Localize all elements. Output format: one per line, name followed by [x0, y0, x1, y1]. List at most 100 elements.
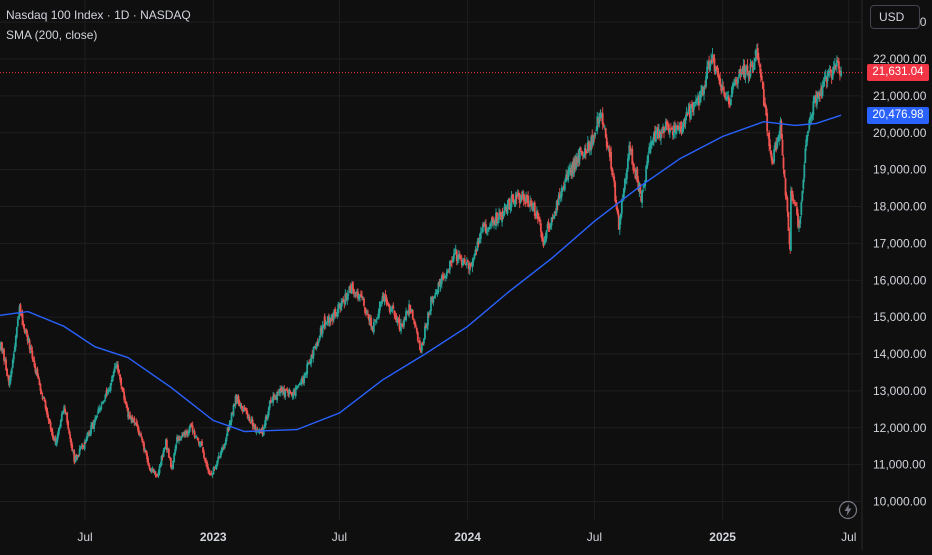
- candle-body: [402, 324, 404, 327]
- candle-body: [126, 404, 129, 409]
- candle-body: [36, 368, 39, 376]
- candle-body: [128, 414, 131, 416]
- candle-body: [381, 296, 384, 300]
- candle-body: [782, 157, 785, 169]
- currency-button[interactable]: USD: [870, 5, 920, 29]
- candle-body: [676, 126, 678, 131]
- candle-body: [259, 429, 262, 431]
- candle-body: [415, 327, 418, 332]
- candle-body: [102, 401, 105, 404]
- x-tick-label: Jul: [77, 530, 92, 544]
- candle-body: [11, 359, 14, 368]
- candle-body: [48, 420, 51, 423]
- candle-body: [226, 427, 229, 437]
- candle-body: [251, 419, 254, 427]
- candle-body: [439, 279, 442, 287]
- candle-body: [583, 147, 586, 156]
- candle-body: [157, 472, 160, 476]
- candle-body: [232, 404, 235, 416]
- candle-body: [290, 392, 293, 394]
- y-tick-label: 11,000.00: [873, 458, 926, 472]
- candle-body: [148, 465, 151, 469]
- candle-body: [243, 407, 246, 410]
- candle-body: [665, 121, 668, 125]
- candle-body: [593, 135, 596, 137]
- candle-body: [693, 102, 695, 110]
- candle-body: [796, 207, 798, 215]
- candle-body: [552, 215, 555, 218]
- candle-body: [435, 293, 438, 294]
- candle-body: [163, 447, 166, 450]
- symbol-title[interactable]: Nasdaq 100 Index · 1D · NASDAQ: [6, 8, 191, 22]
- candle-body: [811, 113, 814, 118]
- candle-body: [65, 412, 68, 414]
- candle-body: [374, 320, 377, 323]
- candle-body: [529, 200, 532, 207]
- candle-body: [199, 442, 201, 445]
- candle-body: [464, 264, 467, 266]
- candle-body: [596, 116, 599, 131]
- indicator-label[interactable]: SMA (200, close): [6, 28, 98, 42]
- candle-body: [235, 395, 238, 404]
- candle-body: [152, 468, 155, 473]
- candle-body: [281, 388, 284, 392]
- candle-body: [109, 383, 112, 391]
- candle-body: [106, 391, 109, 394]
- candle-body: [1, 342, 3, 351]
- candle-body: [836, 61, 839, 62]
- candle-body: [339, 303, 342, 309]
- candle-body: [261, 428, 264, 435]
- candle-body: [472, 259, 475, 263]
- candle-body: [752, 67, 755, 70]
- candle-body: [822, 81, 825, 86]
- candle-body: [139, 433, 141, 435]
- candle-body: [617, 215, 620, 230]
- candle-body: [582, 155, 585, 157]
- candle-body: [210, 473, 213, 475]
- candle-body: [395, 315, 398, 323]
- candle-body: [313, 346, 316, 348]
- candle-body: [734, 79, 736, 86]
- candle-body: [277, 391, 280, 393]
- candle-body: [690, 104, 693, 105]
- sma-line[interactable]: [0, 114, 842, 433]
- candle-body: [751, 65, 754, 68]
- candle-body: [318, 336, 321, 341]
- candle-body: [416, 332, 419, 341]
- candle-body: [245, 407, 248, 415]
- candle-body: [227, 427, 230, 431]
- candle-body: [773, 149, 776, 162]
- candle-body: [293, 390, 296, 395]
- candle-body: [377, 309, 380, 318]
- candle-body: [365, 310, 367, 313]
- candle-body: [681, 127, 684, 134]
- candle-body: [164, 439, 167, 446]
- candle-body: [189, 425, 192, 429]
- candle-body: [755, 50, 758, 56]
- candle-body: [120, 378, 123, 386]
- candle-body: [215, 464, 218, 467]
- candle-body: [486, 230, 489, 232]
- candle-body: [507, 199, 510, 206]
- y-tick-label: 17,000.00: [873, 236, 927, 250]
- candle-body: [682, 122, 685, 130]
- candle-body: [68, 429, 71, 434]
- candle-body: [147, 463, 150, 465]
- candle-body: [759, 68, 762, 78]
- candle-body: [347, 294, 350, 296]
- candle-body: [253, 425, 256, 429]
- candle-body: [381, 300, 383, 302]
- candle-body: [434, 292, 437, 296]
- candle-body: [391, 306, 394, 312]
- candle-body: [511, 195, 514, 199]
- lightning-icon[interactable]: [838, 500, 858, 520]
- candle-body: [86, 435, 88, 441]
- sma-value-badge: 20,476.98: [867, 106, 929, 124]
- candle-body: [176, 436, 178, 443]
- candle-body: [769, 144, 772, 150]
- candle-body: [483, 224, 486, 226]
- candle-body: [91, 422, 93, 427]
- candle-body: [624, 178, 627, 180]
